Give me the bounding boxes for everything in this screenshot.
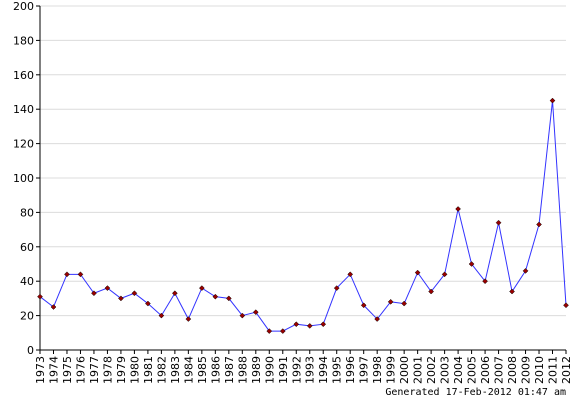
data-point-2005 (468, 261, 475, 267)
x-tick-label-1979: 1979 (115, 356, 128, 384)
x-tick-label-2002: 2002 (425, 356, 438, 384)
x-tick-label-1988: 1988 (236, 356, 249, 384)
data-point-2010 (536, 221, 542, 228)
data-point-2004 (455, 206, 461, 212)
x-tick-label-2004: 2004 (452, 356, 465, 384)
y-tick-label-40: 40 (20, 275, 34, 288)
data-point-1977 (91, 290, 97, 297)
x-tick-label-1975: 1975 (61, 356, 74, 384)
x-tick-label-1990: 1990 (263, 356, 276, 384)
y-tick-label-0: 0 (27, 344, 34, 357)
x-tick-label-1998: 1998 (371, 356, 384, 384)
y-tick-label-180: 180 (13, 34, 34, 47)
data-point-1982 (158, 312, 165, 319)
data-point-1994 (320, 321, 327, 328)
x-tick-label-1981: 1981 (142, 356, 155, 384)
y-tick-label-200: 200 (13, 0, 34, 13)
data-point-1999 (387, 298, 394, 305)
data-point-2009 (522, 268, 529, 274)
data-point-2000 (401, 300, 408, 307)
x-tick-label-1997: 1997 (358, 356, 371, 384)
x-tick-label-2006: 2006 (479, 356, 492, 384)
x-tick-label-2000: 2000 (398, 356, 411, 384)
x-tick-label-1982: 1982 (155, 356, 168, 384)
x-tick-label-1984: 1984 (182, 356, 195, 384)
data-point-1992 (293, 321, 300, 328)
data-point-1989 (252, 309, 259, 316)
x-tick-label-1977: 1977 (88, 356, 101, 384)
x-tick-label-1973: 1973 (34, 356, 47, 384)
series-line-0 (39, 100, 567, 332)
data-point-1988 (239, 312, 246, 319)
data-point-1978 (104, 285, 111, 291)
data-point-1976 (77, 271, 84, 278)
data-point-1974 (50, 304, 57, 310)
x-tick-label-1986: 1986 (209, 356, 222, 384)
x-tick-label-1993: 1993 (304, 356, 317, 384)
x-tick-label-1987: 1987 (223, 356, 236, 384)
data-point-2011 (549, 97, 556, 104)
generated-timestamp: Generated 17-Feb-2012 01:47 am (385, 387, 566, 398)
x-tick-label-1992: 1992 (290, 356, 303, 384)
x-tick-label-1976: 1976 (74, 356, 87, 384)
data-point-1975 (64, 271, 70, 278)
y-tick-label-100: 100 (13, 172, 34, 185)
x-tick-label-2010: 2010 (533, 356, 546, 384)
data-point-2012 (563, 302, 569, 309)
data-point-1991 (279, 328, 286, 334)
x-tick-label-2005: 2005 (466, 356, 479, 384)
data-point-2007 (495, 219, 502, 226)
x-tick-label-1980: 1980 (128, 356, 141, 384)
data-point-1979 (118, 295, 124, 302)
x-tick-label-2003: 2003 (439, 356, 452, 384)
x-tick-label-1999: 1999 (385, 356, 398, 384)
y-tick-label-20: 20 (20, 310, 34, 323)
data-point-2008 (509, 288, 515, 295)
x-tick-label-1983: 1983 (169, 356, 182, 384)
x-tick-label-1978: 1978 (101, 356, 114, 384)
y-tick-label-80: 80 (20, 206, 34, 219)
x-tick-label-1995: 1995 (331, 356, 344, 384)
data-point-2003 (441, 271, 448, 278)
y-tick-label-60: 60 (20, 241, 34, 254)
data-point-1983 (172, 290, 178, 297)
data-point-1973 (37, 293, 43, 300)
x-tick-label-2009: 2009 (520, 356, 533, 384)
x-tick-label-2011: 2011 (547, 356, 560, 384)
data-point-1980 (131, 290, 138, 297)
x-tick-label-1996: 1996 (344, 356, 357, 384)
data-point-1998 (374, 316, 381, 322)
y-tick-label-120: 120 (13, 138, 34, 151)
x-tick-label-1985: 1985 (196, 356, 209, 384)
data-point-1993 (306, 323, 313, 329)
data-point-1981 (145, 300, 151, 307)
data-point-1996 (347, 271, 354, 278)
x-tick-label-1989: 1989 (250, 356, 263, 384)
data-point-1995 (333, 285, 340, 291)
y-tick-label-140: 140 (13, 103, 34, 116)
data-point-2001 (414, 269, 421, 276)
data-point-2006 (482, 278, 488, 285)
x-tick-label-2008: 2008 (506, 356, 519, 384)
data-point-1986 (212, 293, 219, 300)
x-tick-label-2001: 2001 (412, 356, 425, 384)
data-point-1985 (198, 285, 205, 291)
x-tick-label-1994: 1994 (317, 356, 330, 384)
data-point-2002 (428, 288, 434, 295)
x-tick-label-2012: 2012 (560, 356, 570, 384)
x-tick-label-2007: 2007 (493, 356, 506, 384)
data-point-1990 (266, 328, 273, 334)
x-tick-label-1974: 1974 (47, 356, 60, 384)
y-tick-label-160: 160 (13, 69, 34, 82)
x-tick-label-1991: 1991 (277, 356, 290, 384)
data-point-1987 (225, 295, 232, 302)
data-point-1984 (185, 316, 192, 322)
data-point-1997 (360, 302, 367, 309)
